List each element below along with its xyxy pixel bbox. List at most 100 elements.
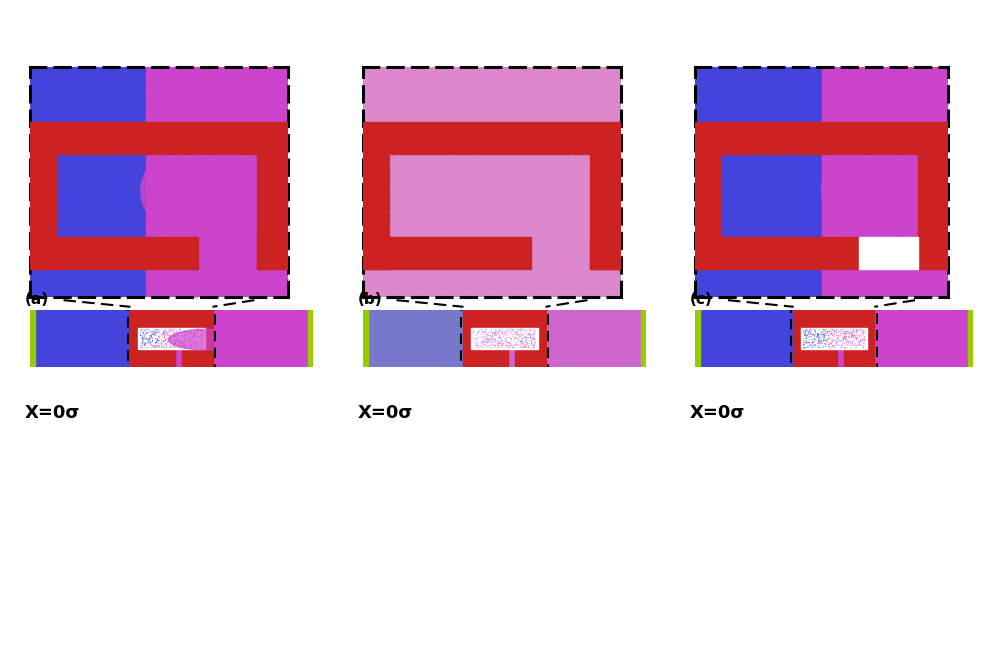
Point [887, 141, 903, 152]
Point [104, 201, 120, 212]
Point [410, 92, 426, 103]
Point [715, 325, 731, 336]
Point [744, 309, 760, 320]
Point [370, 189, 386, 199]
Point [260, 316, 276, 327]
Point [872, 179, 888, 190]
Point [774, 273, 790, 283]
Point [866, 71, 882, 81]
Point [183, 141, 199, 152]
Point [700, 212, 716, 223]
Point [35, 334, 51, 345]
Point [838, 159, 854, 170]
Point [891, 345, 907, 356]
Point [157, 113, 173, 124]
Point [171, 189, 187, 200]
Point [90, 216, 106, 227]
Point [87, 219, 103, 229]
Point [187, 135, 203, 145]
Point [66, 329, 82, 340]
Point [805, 183, 821, 193]
Point [57, 183, 73, 193]
Point [124, 221, 140, 231]
Point [773, 69, 789, 80]
Point [193, 355, 209, 366]
Point [797, 223, 813, 234]
Point [706, 149, 722, 159]
Point [608, 257, 624, 267]
Point [784, 202, 800, 213]
Point [582, 313, 598, 323]
Point [609, 89, 625, 99]
Point [80, 227, 96, 237]
Point [905, 325, 921, 336]
Point [575, 171, 591, 181]
Point [34, 336, 50, 347]
Point [773, 247, 789, 257]
Point [176, 357, 192, 368]
Point [530, 140, 546, 151]
Point [743, 209, 759, 219]
Point [820, 163, 836, 173]
Point [550, 211, 566, 222]
Point [837, 195, 853, 205]
Point [826, 320, 842, 331]
Point [775, 92, 791, 103]
Point [428, 227, 444, 237]
Point [506, 131, 522, 142]
Point [221, 318, 237, 329]
Point [814, 329, 830, 340]
Point [47, 107, 63, 117]
Point [823, 167, 839, 178]
Point [156, 327, 172, 338]
Point [466, 178, 482, 189]
Point [886, 71, 902, 81]
Point [149, 338, 165, 349]
Point [562, 79, 578, 90]
Point [55, 171, 71, 181]
Point [479, 114, 495, 125]
Point [205, 164, 221, 175]
Point [171, 221, 187, 232]
Point [564, 239, 580, 249]
Point [388, 203, 404, 214]
Point [190, 325, 206, 336]
Point [726, 161, 742, 171]
Point [91, 334, 107, 345]
Point [292, 312, 308, 323]
Point [359, 89, 375, 100]
Point [401, 311, 417, 321]
Point [823, 334, 839, 345]
Point [195, 117, 211, 128]
Point [464, 328, 480, 339]
Point [37, 309, 53, 320]
Point [859, 193, 875, 204]
Point [412, 310, 428, 321]
Point [152, 156, 168, 167]
Point [243, 354, 259, 364]
Point [47, 231, 63, 242]
Point [595, 342, 611, 352]
Point [475, 354, 491, 365]
Point [502, 214, 518, 225]
Point [403, 134, 419, 145]
Point [149, 98, 165, 109]
Point [244, 112, 260, 123]
Point [798, 352, 814, 363]
Point [71, 159, 87, 169]
Point [92, 312, 108, 323]
Point [527, 150, 543, 161]
Point [592, 253, 608, 264]
Point [198, 61, 214, 72]
Point [734, 350, 750, 360]
Point [546, 177, 562, 187]
Point [534, 320, 550, 331]
Point [491, 197, 507, 207]
Point [442, 310, 458, 321]
Point [841, 218, 857, 229]
Point [921, 133, 937, 144]
Point [580, 80, 596, 91]
Point [188, 205, 204, 215]
Point [227, 151, 243, 162]
Point [137, 340, 153, 350]
